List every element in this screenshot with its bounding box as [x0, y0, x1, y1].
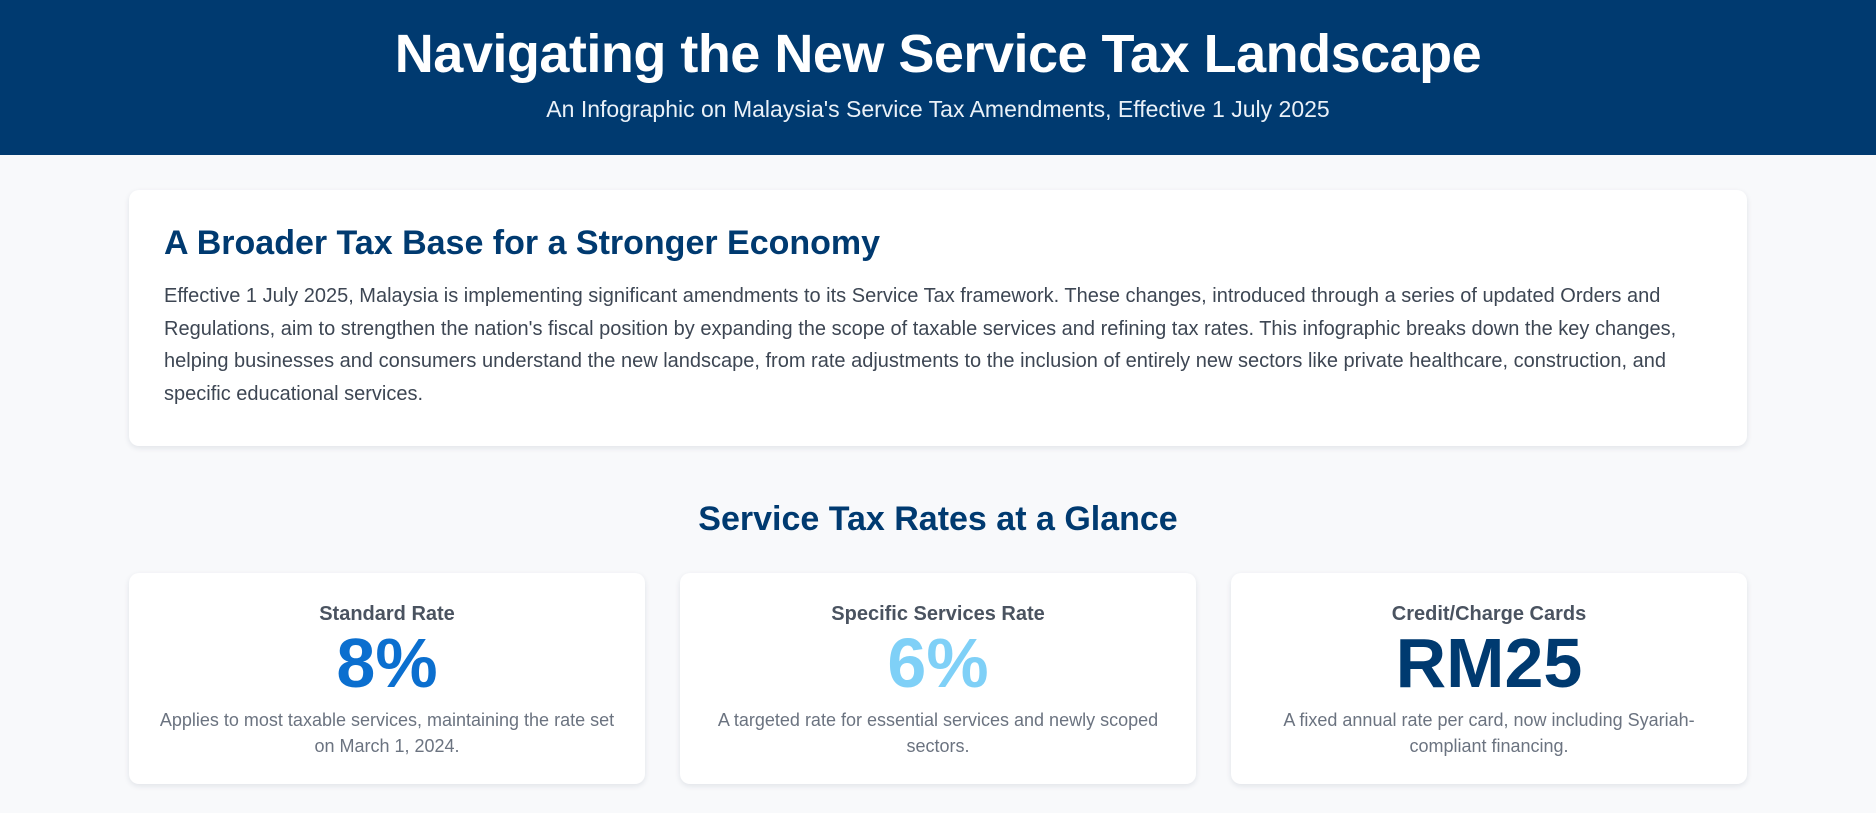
rate-label: Credit/Charge Cards: [1391, 603, 1587, 625]
rate-card-specific-services: Specific Services Rate 6% A targeted rat…: [680, 573, 1196, 784]
rate-cards: Standard Rate 8% Applies to most taxable…: [129, 573, 1747, 784]
intro-card: A Broader Tax Base for a Stronger Econom…: [129, 190, 1747, 446]
rates-section-title: Service Tax Rates at a Glance: [698, 500, 1178, 538]
rate-value: 8%: [336, 624, 438, 702]
page-title: Navigating the New Service Tax Landscape: [394, 24, 1482, 84]
rate-description: A targeted rate for essential services a…: [717, 710, 1159, 756]
rate-label: Standard Rate: [319, 603, 455, 625]
main-content: A Broader Tax Base for a Stronger Econom…: [129, 190, 1747, 784]
rate-description: Applies to most taxable services, mainta…: [159, 710, 615, 756]
page-subtitle: An Infographic on Malaysia's Service Tax…: [546, 96, 1330, 122]
intro-body: Effective 1 July 2025, Malaysia is imple…: [164, 285, 1677, 405]
intro-title: A Broader Tax Base for a Stronger Econom…: [164, 224, 881, 262]
header-banner: Navigating the New Service Tax Landscape…: [0, 0, 1876, 155]
rate-value: 6%: [887, 624, 989, 702]
rate-value: RM25: [1395, 624, 1583, 702]
rate-card-standard: Standard Rate 8% Applies to most taxable…: [129, 573, 645, 784]
rate-label: Specific Services Rate: [831, 603, 1045, 625]
rate-description: A fixed annual rate per card, now includ…: [1283, 710, 1695, 756]
rate-card-credit-charge-cards: Credit/Charge Cards RM25 A fixed annual …: [1231, 573, 1747, 784]
